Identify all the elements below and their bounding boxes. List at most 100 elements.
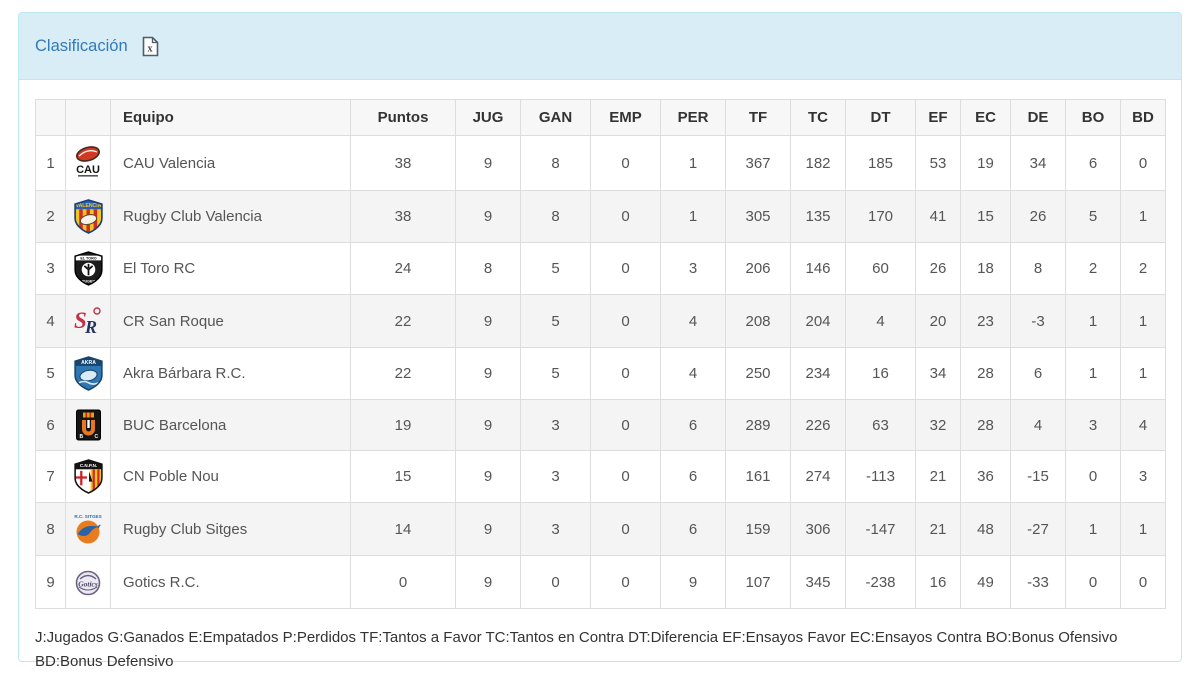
- svg-text:C: C: [94, 434, 98, 440]
- stat-cell-tf: 250: [725, 347, 791, 400]
- stat-cell-ec: 23: [960, 294, 1011, 348]
- column-header-logo: [65, 99, 111, 136]
- stat-cell-bd: 3: [1120, 450, 1166, 503]
- stat-cell-dt: -113: [845, 450, 916, 503]
- stat-cell-dt: 170: [845, 190, 916, 243]
- stat-cell-gan: 5: [520, 294, 591, 348]
- stat-cell-tc: 226: [790, 399, 846, 451]
- stat-cell-de: -15: [1010, 450, 1066, 503]
- stat-cell-per: 4: [660, 347, 726, 400]
- stat-cell-tf: 305: [725, 190, 791, 243]
- stat-cell-bd: 0: [1120, 135, 1166, 191]
- stat-cell-puntos: 38: [350, 190, 456, 243]
- stat-cell-emp: 0: [590, 450, 661, 503]
- position-cell: 4: [35, 294, 66, 348]
- stat-cell-per: 1: [660, 135, 726, 191]
- stat-cell-gan: 8: [520, 135, 591, 191]
- team-row: 6 B C BUC Barcelona 19 9 3 0 6 289 226 63 32 28 4 3 4: [35, 399, 1166, 451]
- stat-cell-bd: 1: [1120, 190, 1166, 243]
- stat-cell-puntos: 22: [350, 294, 456, 348]
- excel-export-icon[interactable]: x: [142, 36, 159, 57]
- stat-cell-dt: 60: [845, 242, 916, 295]
- stat-cell-ef: 53: [915, 135, 961, 191]
- stat-cell-ef: 26: [915, 242, 961, 295]
- stat-cell-jug: 9: [455, 294, 521, 348]
- stat-cell-tf: 161: [725, 450, 791, 503]
- stat-cell-bo: 6: [1065, 135, 1121, 191]
- stat-cell-emp: 0: [590, 555, 661, 609]
- stat-cell-emp: 0: [590, 347, 661, 400]
- stat-cell-bd: 0: [1120, 555, 1166, 609]
- stat-cell-puntos: 19: [350, 399, 456, 451]
- stat-cell-bo: 2: [1065, 242, 1121, 295]
- svg-text:R: R: [84, 317, 97, 337]
- team-logo-el-toro-rc: EL TORO RUGBY: [65, 242, 111, 295]
- classification-panel: Clasificación x Equipo Puntos JUG GAN EMP PER…: [18, 12, 1182, 670]
- stat-cell-tf: 107: [725, 555, 791, 609]
- stat-cell-de: 8: [1010, 242, 1066, 295]
- classification-table: Equipo Puntos JUG GAN EMP PER TF TC DT EF EC DE BO BD…: [35, 99, 1166, 609]
- stat-cell-ef: 32: [915, 399, 961, 451]
- stat-cell-ec: 18: [960, 242, 1011, 295]
- stat-cell-bo: 3: [1065, 399, 1121, 451]
- stat-cell-per: 6: [660, 502, 726, 556]
- svg-text:AKRA: AKRA: [81, 360, 96, 366]
- legend-text: J:Jugados G:Ganados E:Empatados P:Perdid…: [35, 629, 1118, 670]
- stat-cell-per: 1: [660, 190, 726, 243]
- panel-header: Clasificación x: [19, 13, 1181, 80]
- svg-text:R.C. SITGES: R.C. SITGES: [74, 514, 101, 519]
- column-header-bd: BD: [1120, 99, 1166, 136]
- svg-text:VALENCIA: VALENCIA: [75, 203, 101, 209]
- stat-cell-ef: 41: [915, 190, 961, 243]
- team-logo-rugby-club-sitges: R.C. SITGES: [65, 502, 111, 556]
- stat-cell-puntos: 24: [350, 242, 456, 295]
- stat-cell-puntos: 22: [350, 347, 456, 400]
- team-logo-rugby-club-valencia: VALENCIA: [65, 190, 111, 243]
- column-header-bo: BO: [1065, 99, 1121, 136]
- table-header-row: Equipo Puntos JUG GAN EMP PER TF TC DT EF EC DE BO BD: [35, 99, 1166, 136]
- team-name: Gotics R.C.: [110, 555, 351, 609]
- team-name: Rugby Club Sitges: [110, 502, 351, 556]
- column-header-ef: EF: [915, 99, 961, 136]
- column-header-tc: TC: [790, 99, 846, 136]
- team-logo-gotics-rc: Gotics: [65, 555, 111, 609]
- stat-cell-puntos: 14: [350, 502, 456, 556]
- stat-cell-gan: 0: [520, 555, 591, 609]
- svg-text:CAU: CAU: [76, 164, 100, 176]
- stat-cell-gan: 5: [520, 347, 591, 400]
- position-cell: 9: [35, 555, 66, 609]
- stat-cell-jug: 8: [455, 242, 521, 295]
- stat-cell-ec: 19: [960, 135, 1011, 191]
- team-row: 3 EL TORO RUGBY El Toro RC 24 8 5 0 3 206 146 60…: [35, 242, 1166, 295]
- team-logo-akra-barbara: AKRA: [65, 347, 111, 400]
- stat-cell-gan: 8: [520, 190, 591, 243]
- stat-cell-ef: 34: [915, 347, 961, 400]
- stat-cell-bo: 0: [1065, 555, 1121, 609]
- svg-text:x: x: [147, 43, 152, 54]
- team-row: 2 VALENCIA Rugby Club Valencia 38 9 8 0 1 305 1…: [35, 190, 1166, 243]
- column-header-per: PER: [660, 99, 726, 136]
- stat-cell-tc: 204: [790, 294, 846, 348]
- team-name: Akra Bárbara R.C.: [110, 347, 351, 400]
- stat-cell-bo: 1: [1065, 294, 1121, 348]
- team-row: 1 CAU CAU Valencia 38 9 8 0 1 367 182 185 53 19 34 6…: [35, 135, 1166, 191]
- stat-cell-de: 4: [1010, 399, 1066, 451]
- stat-cell-emp: 0: [590, 242, 661, 295]
- team-row: 4 S R CR San Roque 22 9 5 0 4 208 204 4 20 23 -3 1 1: [35, 294, 1166, 348]
- stat-cell-ec: 36: [960, 450, 1011, 503]
- position-cell: 1: [35, 135, 66, 191]
- stat-cell-puntos: 15: [350, 450, 456, 503]
- stat-cell-ef: 20: [915, 294, 961, 348]
- stat-cell-tf: 206: [725, 242, 791, 295]
- stat-cell-ec: 49: [960, 555, 1011, 609]
- stat-cell-jug: 9: [455, 399, 521, 451]
- stat-cell-dt: -238: [845, 555, 916, 609]
- stat-cell-tf: 367: [725, 135, 791, 191]
- svg-text:S: S: [74, 308, 87, 333]
- stat-cell-dt: 16: [845, 347, 916, 400]
- stat-cell-bd: 1: [1120, 347, 1166, 400]
- stat-cell-ef: 21: [915, 450, 961, 503]
- stat-cell-tf: 208: [725, 294, 791, 348]
- column-header-de: DE: [1010, 99, 1066, 136]
- stat-cell-jug: 9: [455, 502, 521, 556]
